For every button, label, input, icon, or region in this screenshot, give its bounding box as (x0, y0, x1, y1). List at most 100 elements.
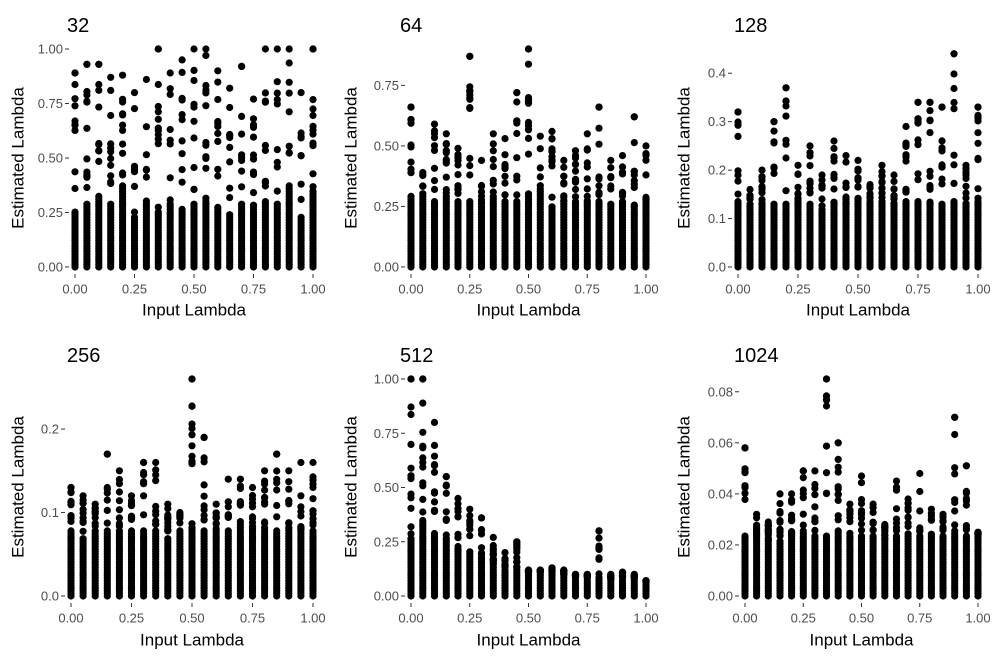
data-point (154, 203, 162, 211)
data-point (595, 173, 603, 181)
data-point (91, 500, 99, 508)
y-tick-label: 0.0 (41, 589, 59, 604)
data-point (466, 198, 474, 206)
data-point (238, 130, 246, 138)
data-point (454, 494, 462, 502)
x-tick-label: 1.00 (965, 611, 990, 626)
data-point (560, 163, 568, 171)
data-point (806, 162, 814, 170)
data-point (238, 156, 246, 164)
data-point (524, 134, 533, 142)
data-point (902, 186, 910, 194)
data-point (140, 471, 148, 479)
data-point (854, 174, 862, 182)
data-point (166, 125, 174, 134)
data-point (951, 464, 959, 472)
data-point (107, 73, 115, 81)
data-point (642, 150, 650, 158)
data-point (442, 508, 450, 516)
data-point (595, 544, 603, 552)
data-point (71, 80, 79, 89)
data-point (107, 172, 115, 180)
data-point (927, 530, 936, 538)
data-point (916, 507, 924, 515)
data-point (224, 475, 232, 483)
data-point (200, 511, 208, 519)
data-point (273, 467, 281, 475)
data-point (166, 85, 174, 93)
x-axis-label: Input Lambda (142, 301, 247, 320)
data-point (95, 86, 103, 94)
data-point (214, 165, 222, 173)
data-point (642, 142, 650, 150)
data-point (857, 526, 866, 534)
x-tick-label: 0.75 (241, 282, 266, 297)
x-tick-label: 0.50 (516, 282, 541, 297)
data-point (806, 149, 814, 157)
data-point (407, 523, 415, 531)
data-point (834, 455, 842, 463)
data-point (273, 45, 281, 53)
data-point (834, 496, 842, 504)
data-point (164, 535, 172, 543)
data-point (746, 185, 754, 194)
data-point (407, 375, 415, 383)
data-point (140, 458, 148, 467)
data-point (466, 532, 474, 540)
data-point (548, 193, 556, 201)
data-point (811, 503, 819, 511)
data-point (188, 457, 196, 465)
data-point (788, 496, 796, 504)
data-point (834, 439, 842, 447)
data-point (524, 122, 533, 130)
data-point (501, 172, 509, 180)
data-point (178, 205, 186, 213)
data-point (190, 76, 198, 85)
data-point (890, 185, 898, 193)
y-tick-label: 0.2 (41, 422, 59, 437)
data-point (822, 402, 831, 410)
y-tick-label: 0.00 (708, 589, 733, 604)
data-point (583, 145, 591, 153)
y-tick-label: 0.50 (374, 138, 399, 153)
data-point (974, 528, 982, 536)
data-point (630, 113, 638, 121)
y-tick-label: 0.25 (374, 199, 399, 214)
data-point (950, 98, 958, 107)
data-point (285, 520, 293, 528)
data-point (309, 495, 317, 503)
data-point (285, 78, 293, 86)
data-point (238, 112, 246, 120)
data-point (442, 531, 450, 539)
data-point (238, 62, 246, 70)
data-point (190, 163, 198, 172)
data-point (974, 129, 982, 137)
data-point (938, 147, 946, 155)
data-point (466, 87, 474, 96)
data-point (188, 420, 196, 428)
data-point (489, 541, 497, 550)
data-point (115, 480, 123, 488)
data-point (115, 467, 123, 475)
data-point (190, 200, 198, 208)
data-point (119, 95, 127, 103)
data-point (595, 182, 603, 190)
data-point (583, 570, 591, 578)
data-point (914, 170, 922, 178)
data-point (938, 137, 946, 145)
data-point (224, 498, 232, 506)
data-point (962, 532, 971, 540)
data-point (454, 144, 462, 152)
data-point (770, 163, 778, 171)
data-point (166, 196, 174, 204)
data-point (226, 131, 234, 139)
data-point (857, 532, 866, 540)
data-point (309, 458, 317, 467)
data-point (806, 200, 814, 208)
data-point (524, 150, 533, 158)
x-tick-label: 0.00 (398, 611, 423, 626)
data-point (202, 194, 210, 202)
data-point (830, 198, 838, 206)
data-point (152, 471, 160, 479)
data-point (811, 518, 819, 526)
